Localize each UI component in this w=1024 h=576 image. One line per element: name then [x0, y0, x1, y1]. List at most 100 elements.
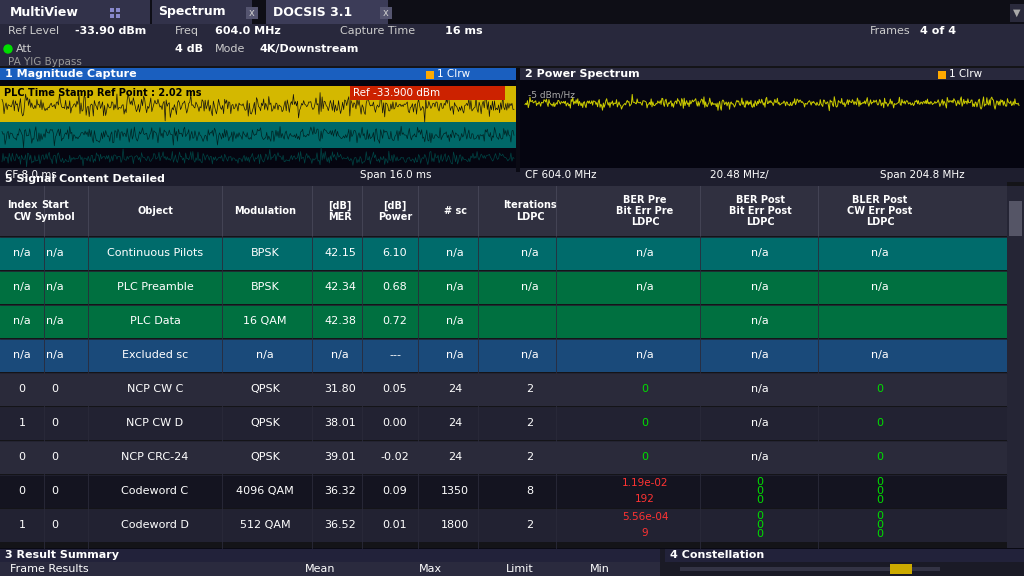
Text: 24: 24 — [447, 452, 462, 462]
Text: 36.32: 36.32 — [325, 486, 356, 496]
Text: n/a: n/a — [13, 350, 31, 360]
Text: PLC Time Stamp Ref Point : 2.02 ms: PLC Time Stamp Ref Point : 2.02 ms — [4, 88, 202, 98]
Text: n/a: n/a — [752, 384, 769, 394]
Bar — [380, 7, 392, 19]
Text: 1800: 1800 — [441, 520, 469, 530]
Text: x: x — [249, 8, 255, 18]
Text: 4 Constellation: 4 Constellation — [670, 550, 764, 560]
Circle shape — [4, 45, 12, 53]
Text: 4 dB: 4 dB — [175, 44, 203, 54]
Text: -33.90 dBm: -33.90 dBm — [75, 26, 146, 36]
Text: 0.01: 0.01 — [383, 520, 408, 530]
Bar — [246, 7, 258, 19]
Text: 1350: 1350 — [441, 486, 469, 496]
Text: n/a: n/a — [752, 350, 769, 360]
Text: NCP CW C: NCP CW C — [127, 384, 183, 394]
Text: 24: 24 — [447, 418, 462, 428]
Text: ▼: ▼ — [1014, 8, 1021, 18]
Text: 0: 0 — [757, 511, 764, 521]
Bar — [1007, 186, 1024, 548]
Text: 0: 0 — [877, 477, 884, 487]
Bar — [0, 305, 1007, 338]
Text: CW: CW — [13, 211, 31, 222]
Bar — [0, 475, 1007, 508]
Text: 1 Clrw: 1 Clrw — [437, 69, 470, 79]
Text: 0: 0 — [877, 511, 884, 521]
Text: n/a: n/a — [13, 282, 31, 292]
Text: Continuous Pilots: Continuous Pilots — [106, 248, 203, 258]
Text: n/a: n/a — [871, 350, 889, 360]
Text: CF 604.0 MHz: CF 604.0 MHz — [525, 170, 597, 180]
Text: Bit Err Pre: Bit Err Pre — [616, 206, 674, 216]
Bar — [0, 24, 1024, 66]
Text: 9: 9 — [642, 528, 648, 538]
Text: n/a: n/a — [46, 248, 63, 258]
Bar — [0, 168, 516, 182]
Text: LDPC: LDPC — [745, 217, 774, 227]
Bar — [0, 441, 1007, 474]
Text: 1: 1 — [18, 520, 26, 530]
Text: 0: 0 — [877, 529, 884, 539]
Text: 604.0 MHz: 604.0 MHz — [215, 26, 281, 36]
Text: Min: Min — [590, 564, 610, 574]
Text: ---: --- — [389, 350, 401, 360]
Text: n/a: n/a — [521, 350, 539, 360]
Text: MultiView: MultiView — [10, 6, 79, 18]
Text: Spectrum: Spectrum — [158, 6, 225, 18]
Bar — [0, 339, 1007, 372]
Text: Max: Max — [419, 564, 441, 574]
Bar — [0, 548, 1024, 549]
Bar — [890, 564, 912, 574]
Text: 0: 0 — [641, 418, 648, 428]
Text: Iterations: Iterations — [503, 200, 557, 210]
Bar — [116, 8, 120, 12]
Text: n/a: n/a — [46, 350, 63, 360]
Text: PLC Preamble: PLC Preamble — [117, 282, 194, 292]
Bar — [0, 548, 660, 562]
Text: n/a: n/a — [256, 350, 273, 360]
Text: Codeword D: Codeword D — [121, 520, 189, 530]
Bar — [0, 86, 516, 122]
Text: QPSK: QPSK — [250, 418, 280, 428]
Text: Freq: Freq — [175, 26, 199, 36]
Text: 1: 1 — [18, 418, 26, 428]
Bar — [665, 562, 1024, 576]
Text: n/a: n/a — [331, 350, 349, 360]
Bar — [516, 68, 520, 182]
Text: PA YIG Bypass: PA YIG Bypass — [8, 57, 82, 67]
Text: Power: Power — [378, 211, 412, 222]
Text: Frame Results: Frame Results — [10, 564, 89, 574]
Text: 1 Clrw: 1 Clrw — [949, 69, 982, 79]
Bar — [520, 68, 1024, 80]
Text: Mode: Mode — [215, 44, 246, 54]
Text: 16 ms: 16 ms — [445, 26, 482, 36]
Text: -0.02: -0.02 — [381, 452, 410, 462]
Text: 4K/Downstream: 4K/Downstream — [260, 44, 359, 54]
Text: n/a: n/a — [636, 350, 654, 360]
Text: BLER Post: BLER Post — [852, 195, 907, 205]
Text: 0: 0 — [641, 384, 648, 394]
Text: n/a: n/a — [752, 452, 769, 462]
Text: Ref Level: Ref Level — [8, 26, 59, 36]
Bar — [110, 14, 114, 18]
Bar — [0, 122, 516, 148]
Bar — [1009, 201, 1022, 236]
Text: 0: 0 — [18, 452, 26, 462]
Text: 4 of 4: 4 of 4 — [920, 26, 956, 36]
Text: BER Post: BER Post — [735, 195, 784, 205]
Text: 512 QAM: 512 QAM — [240, 520, 291, 530]
Text: 36.52: 36.52 — [325, 520, 356, 530]
Text: n/a: n/a — [521, 282, 539, 292]
Text: 2 Power Spectrum: 2 Power Spectrum — [525, 69, 640, 79]
Text: Symbol: Symbol — [35, 211, 76, 222]
Text: BPSK: BPSK — [251, 282, 280, 292]
Text: Index: Index — [7, 200, 37, 210]
Text: n/a: n/a — [871, 282, 889, 292]
Text: LDPC: LDPC — [516, 211, 545, 222]
Bar — [0, 237, 1007, 270]
Text: 0.05: 0.05 — [383, 384, 408, 394]
Bar — [0, 186, 1007, 236]
Bar — [0, 271, 1007, 304]
Text: BPSK: BPSK — [251, 248, 280, 258]
Text: [dB]: [dB] — [383, 200, 407, 211]
